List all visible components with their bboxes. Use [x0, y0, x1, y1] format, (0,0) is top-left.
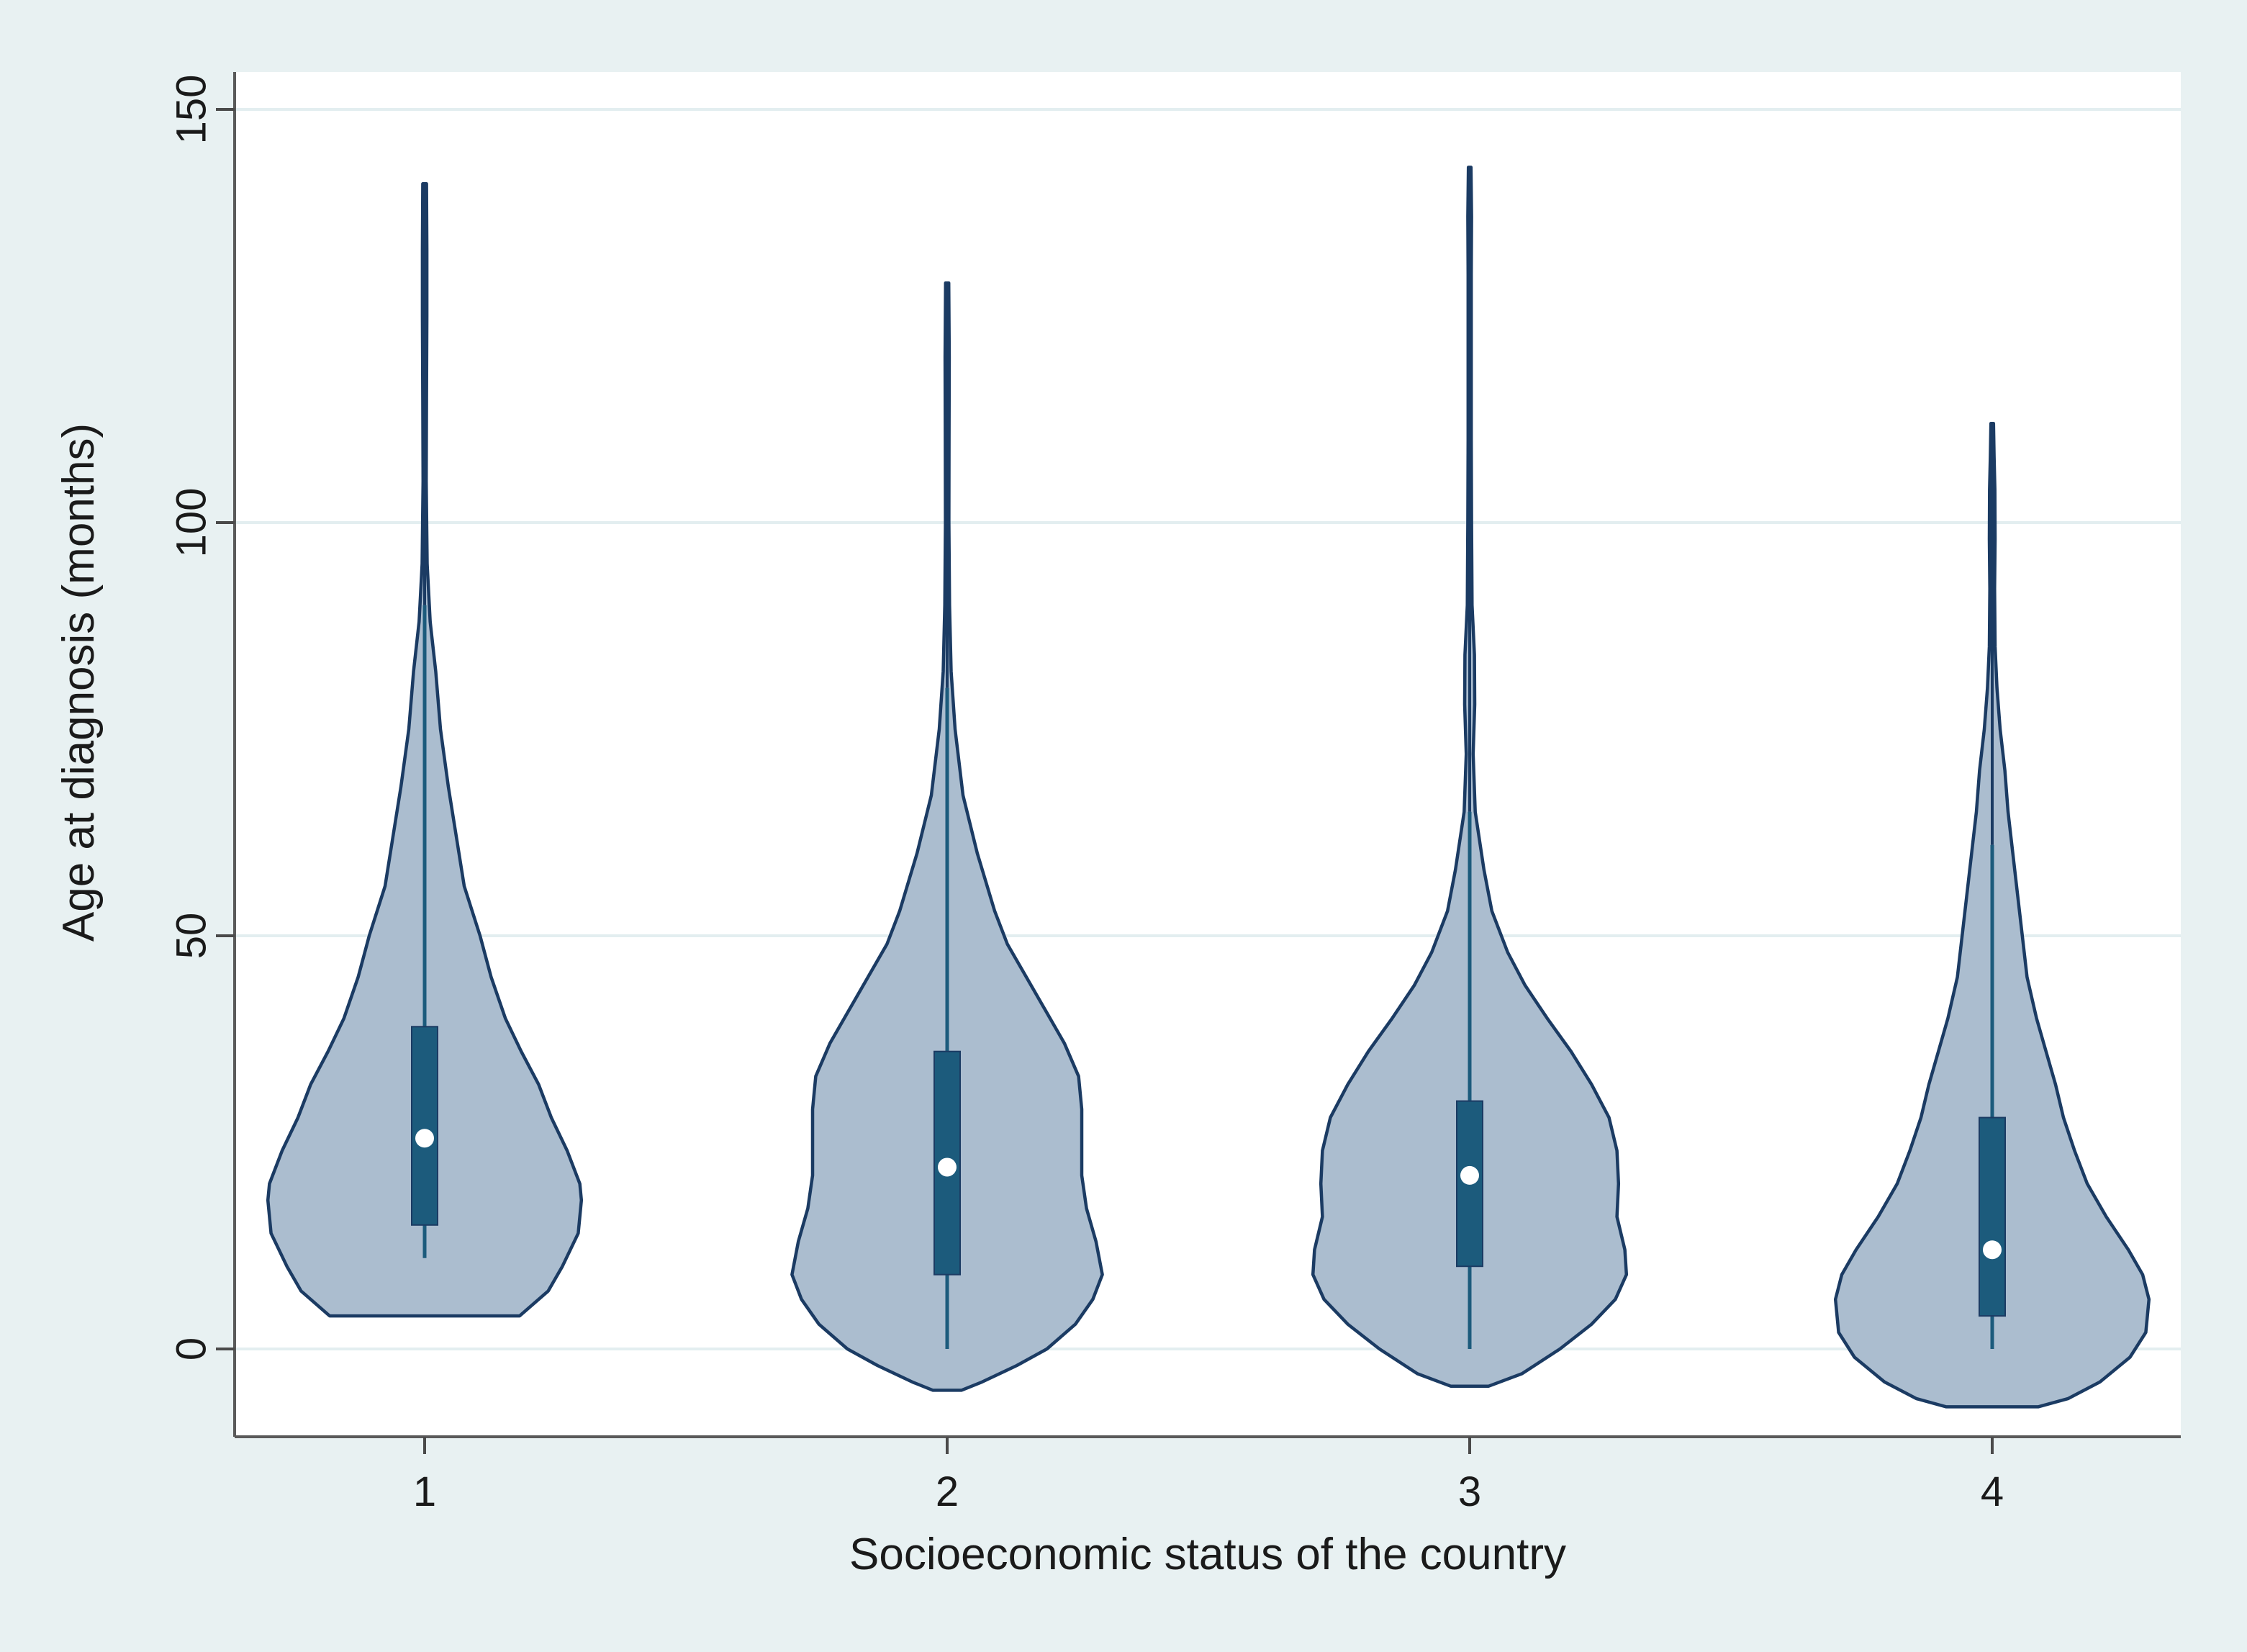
violin-group	[266, 182, 584, 1318]
median-marker	[938, 1157, 957, 1177]
axes	[233, 72, 2181, 1438]
median-marker	[1983, 1240, 2002, 1260]
violins	[266, 166, 2151, 1409]
iqr-box	[411, 1026, 438, 1226]
y-tick-label: 100	[168, 488, 215, 558]
tick-labels: 0 50 100 150 1 2 3 4	[168, 75, 2004, 1515]
x-axis-title: Socioeconomic status of the country	[849, 1530, 1566, 1579]
median-marker	[415, 1129, 434, 1148]
x-tick-label: 4	[1981, 1468, 2004, 1515]
y-axis-title: Age at diagnosis (months)	[54, 423, 104, 942]
x-tick-label: 3	[1458, 1468, 1481, 1515]
violin-group	[790, 281, 1104, 1392]
x-tick-label: 1	[413, 1468, 436, 1515]
iqr-box	[1979, 1116, 2006, 1317]
y-tick-label: 50	[168, 913, 215, 960]
violin-group	[1311, 166, 1629, 1388]
violin-group	[1833, 421, 2151, 1409]
y-tick-label: 0	[168, 1337, 215, 1360]
y-tick-label: 150	[168, 75, 215, 145]
x-tick-label: 2	[936, 1468, 959, 1515]
median-marker	[1460, 1165, 1479, 1185]
